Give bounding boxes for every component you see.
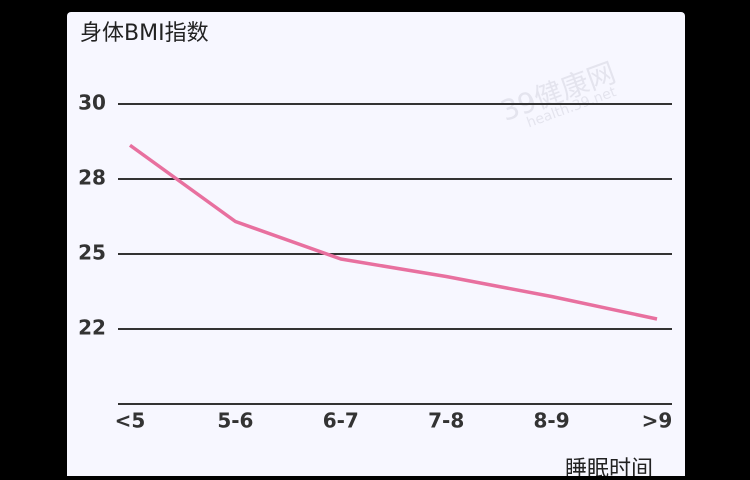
x-tick-label: >9 [642, 409, 673, 433]
x-tick-label: 5-6 [217, 409, 253, 433]
data-line [128, 143, 658, 321]
panel [67, 12, 685, 480]
x-tick-label: 6-7 [323, 409, 359, 433]
chart-title: 身体BMI指数 [80, 21, 209, 46]
y-tick-label: 22 [78, 316, 106, 340]
y-tick-label: 30 [78, 91, 106, 115]
x-axis-label: 睡眠时间 [565, 457, 653, 476]
x-tick-label: 7-8 [428, 409, 464, 433]
y-tick-label: 28 [78, 166, 106, 190]
x-tick-label: 8-9 [534, 409, 570, 433]
y-tick-label: 25 [78, 241, 106, 265]
x-tick-label: <5 [115, 409, 146, 433]
